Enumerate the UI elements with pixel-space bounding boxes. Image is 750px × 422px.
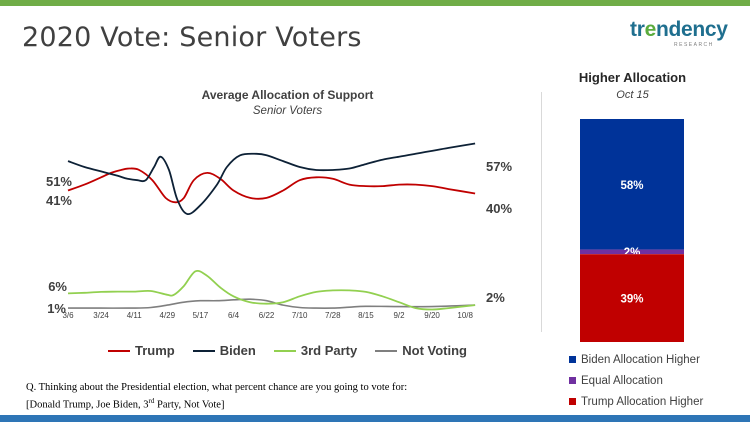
x-tick-label: 10/8	[457, 311, 473, 320]
bar-legend-label-trump: Trump Allocation Higher	[581, 395, 704, 408]
bar-chart-title: Higher Allocation	[578, 70, 687, 85]
logo-text-b: ndency	[655, 18, 728, 41]
start-label-3rd-party: 6%	[48, 279, 67, 294]
footnote-line-2a: [Donald Trump, Joe Biden, 3	[26, 399, 149, 410]
series-line-biden	[67, 142, 476, 216]
legend-label-not-voting: Not Voting	[402, 343, 467, 358]
legend-item-third-party: 3rd Party	[273, 343, 358, 358]
legend-swatch-not-voting	[375, 349, 398, 352]
x-tick-label: 7/28	[325, 311, 341, 320]
x-tick-label: 4/29	[160, 311, 176, 320]
bar-legend-item-trump: Trump Allocation Higher	[569, 391, 703, 412]
legend-item-biden: Biden	[192, 343, 256, 358]
legend-item-trump: Trump	[108, 343, 175, 358]
bar-legend-swatch-trump	[569, 398, 576, 405]
legend-swatch-biden	[192, 349, 215, 352]
x-tick-label: 6/22	[259, 311, 275, 320]
logo-text-e: e	[644, 18, 657, 41]
footnote-line-2: [Donald Trump, Joe Biden, 3rd Party, Not…	[26, 395, 407, 412]
top-accent-bar	[0, 0, 750, 6]
x-tick-label: 3/24	[93, 311, 109, 320]
footnote-superscript: rd	[148, 396, 155, 405]
footnote-line-1: Q. Thinking about the Presidential elect…	[26, 382, 408, 393]
legend-swatch-trump	[108, 349, 130, 352]
bar-legend-item-biden: Biden Allocation Higher	[569, 349, 703, 370]
survey-question-footnote: Q. Thinking about the Presidential elect…	[26, 381, 407, 412]
end-label-biden: 57%	[486, 159, 512, 174]
logo-wordmark: trendency	[630, 18, 728, 41]
bar-chart-subtitle: Oct 15	[616, 89, 649, 101]
legend-item-not-voting: Not Voting	[375, 343, 467, 358]
legend-swatch-third-party	[273, 349, 296, 352]
bar-legend-item-equal: Equal Allocation	[569, 370, 703, 391]
trendency-logo: trendency RESEARCH	[630, 18, 730, 52]
bar-legend-label-equal: Equal Allocation	[581, 374, 663, 387]
line-chart-subtitle: Senior Voters	[252, 105, 323, 117]
series-line-not-voting	[67, 298, 476, 309]
end-label-3rd-party: 2%	[486, 290, 505, 305]
x-tick-label: 5/17	[193, 311, 209, 320]
x-tick-label: 3/6	[62, 311, 74, 320]
bar-segment-equal-allocation	[580, 249, 684, 255]
bar-label-trump-allocation-higher: 39%	[620, 294, 643, 306]
legend-label-third-party: 3rd Party	[300, 343, 358, 358]
start-label-trump: 41%	[46, 193, 72, 208]
legend-label-biden: Biden	[219, 343, 256, 358]
page-title: 2020 Vote: Senior Voters	[22, 22, 362, 53]
line-chart-legend: Trump Biden 3rd Party Not Voting	[108, 343, 485, 358]
section-divider	[541, 92, 542, 332]
bar-label-biden-allocation-higher: 58%	[620, 180, 643, 192]
bar-legend-swatch-equal	[569, 377, 576, 384]
footnote-line-2b: Party, Not Vote]	[154, 399, 225, 410]
logo-subtitle: RESEARCH	[674, 42, 714, 48]
logo-text-a: tr	[630, 18, 645, 41]
x-tick-label: 9/2	[393, 311, 405, 320]
line-chart-title: Average Allocation of Support	[201, 88, 374, 102]
bar-chart-legend: Biden Allocation Higher Equal Allocation…	[569, 349, 703, 412]
x-tick-label: 8/15	[358, 311, 374, 320]
legend-label-trump: Trump	[135, 343, 175, 358]
x-tick-label: 7/10	[292, 311, 308, 320]
x-tick-label: 9/20	[424, 311, 440, 320]
x-tick-label: 4/11	[127, 311, 143, 320]
series-line-trump	[67, 167, 476, 204]
start-label-not-voting: 1%	[47, 301, 66, 316]
bar-segment-trump-allocation-higher	[580, 254, 684, 342]
x-tick-label: 6/4	[228, 311, 240, 320]
bar-segment-biden-allocation-higher	[580, 119, 684, 250]
series-line-3rd-party	[67, 269, 476, 311]
end-label-trump: 40%	[486, 201, 512, 216]
bar-legend-label-biden: Biden Allocation Higher	[581, 353, 700, 366]
bottom-accent-bar	[0, 415, 750, 422]
bar-legend-swatch-biden	[569, 356, 576, 363]
start-label-biden: 51%	[46, 174, 72, 189]
